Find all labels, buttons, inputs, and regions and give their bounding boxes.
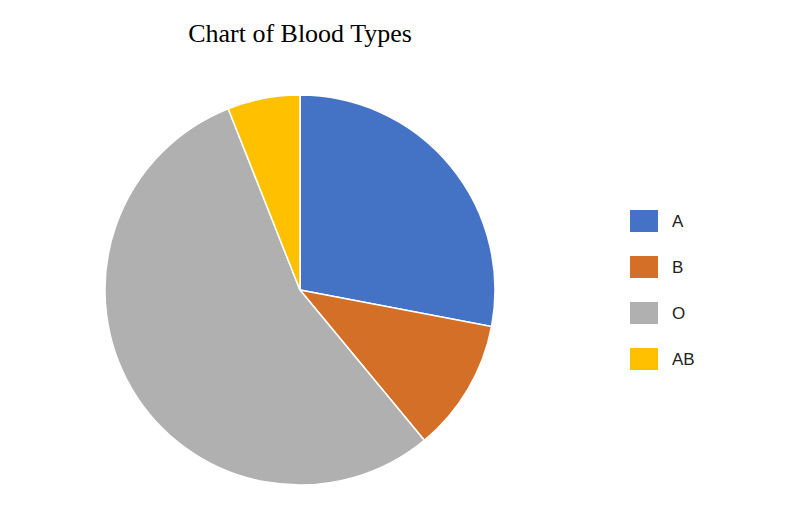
- legend-label: A: [672, 212, 684, 231]
- chart-title: Chart of Blood Types: [188, 19, 412, 48]
- legend-swatch: [630, 210, 658, 232]
- pie-slice: [300, 95, 495, 327]
- legend-swatch: [630, 348, 658, 370]
- legend-swatch: [630, 302, 658, 324]
- legend-label: AB: [672, 350, 695, 369]
- chart-container: Chart of Blood TypesABOAB: [0, 0, 811, 526]
- pie: [105, 95, 495, 485]
- legend: ABOAB: [630, 210, 695, 370]
- pie-slice: [228, 95, 300, 290]
- legend-swatch: [630, 256, 658, 278]
- legend-label: O: [672, 304, 685, 323]
- chart-svg: Chart of Blood TypesABOAB: [0, 0, 811, 526]
- legend-label: B: [672, 258, 683, 277]
